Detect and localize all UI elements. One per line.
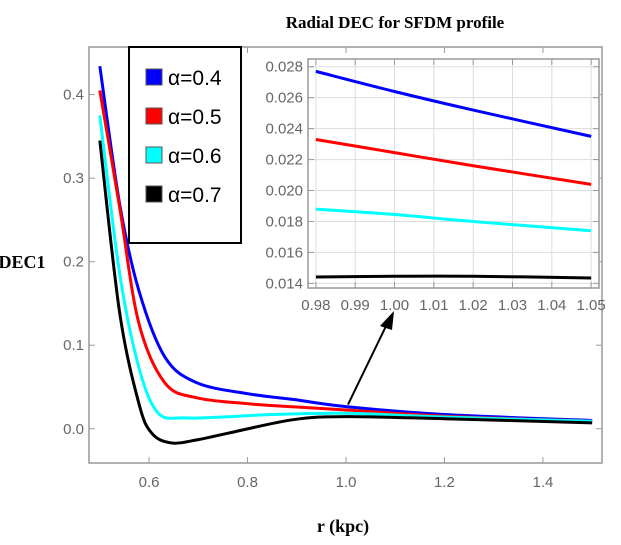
legend-label-2: α=0.6 — [168, 145, 222, 168]
main-x-tick-label: 1.4 — [532, 474, 553, 491]
main-series-line-3 — [98, 140, 593, 445]
legend-box — [128, 46, 242, 244]
inset-y-tick-label: 0.022 — [265, 152, 303, 169]
legend-label-1: α=0.5 — [168, 106, 222, 129]
legend-swatch-1 — [145, 107, 163, 125]
inset-y-tick-label: 0.028 — [265, 59, 303, 76]
inset-series-line-0 — [315, 69, 592, 138]
inset-x-tick-label: 1.01 — [419, 297, 448, 314]
chart-title: Radial DEC for SFDM profile — [286, 13, 505, 32]
legend-swatch-2 — [145, 146, 163, 164]
x-axis-label: r (kpc) — [317, 516, 369, 537]
inset-y-tick-label: 0.016 — [265, 244, 303, 261]
inset-x-tick-label: 0.98 — [301, 297, 330, 314]
inset-x-tick-label: 0.99 — [341, 297, 370, 314]
main-x-tick-label: 0.6 — [139, 474, 160, 491]
inset-y-tick-label: 0.018 — [265, 213, 303, 230]
inset-series-line-2 — [315, 207, 592, 233]
inset-y-tick-label: 0.026 — [265, 90, 303, 107]
legend-label-0: α=0.4 — [168, 67, 222, 90]
inset-x-tick-label: 1.05 — [577, 297, 606, 314]
inset-x-tick-label: 1.04 — [537, 297, 566, 314]
annotation-arrow — [347, 321, 389, 405]
y-axis-label: DEC1 — [0, 252, 46, 272]
main-y-tick-label: 0.3 — [63, 170, 84, 187]
legend-label-3: α=0.7 — [168, 184, 222, 207]
inset-x-tick-label: 1.02 — [459, 297, 488, 314]
inset-x-tick-label: 1.00 — [380, 297, 409, 314]
inset-y-tick-label: 0.024 — [265, 121, 303, 138]
inset-plot-frame — [307, 58, 600, 289]
arrow-head-icon — [380, 311, 394, 330]
main-x-tick-label: 1.2 — [434, 474, 455, 491]
main-x-tick-label: 0.8 — [237, 474, 258, 491]
inset-series-line-3 — [315, 274, 592, 280]
main-y-tick-label: 0.0 — [63, 421, 84, 438]
inset-series-line-1 — [315, 137, 592, 186]
main-y-tick-label: 0.1 — [63, 337, 84, 354]
inset-y-tick-label: 0.014 — [265, 275, 303, 292]
legend-swatch-0 — [145, 68, 163, 86]
inset-y-tick-label: 0.020 — [265, 183, 303, 200]
legend-swatch-3 — [145, 185, 163, 203]
inset-plot-background — [308, 59, 599, 288]
main-x-tick-label: 1.0 — [336, 474, 357, 491]
main-y-tick-label: 0.2 — [63, 254, 84, 271]
main-y-tick-label: 0.4 — [63, 87, 84, 104]
main-series-line-2 — [98, 115, 593, 423]
inset-x-tick-label: 1.03 — [498, 297, 527, 314]
